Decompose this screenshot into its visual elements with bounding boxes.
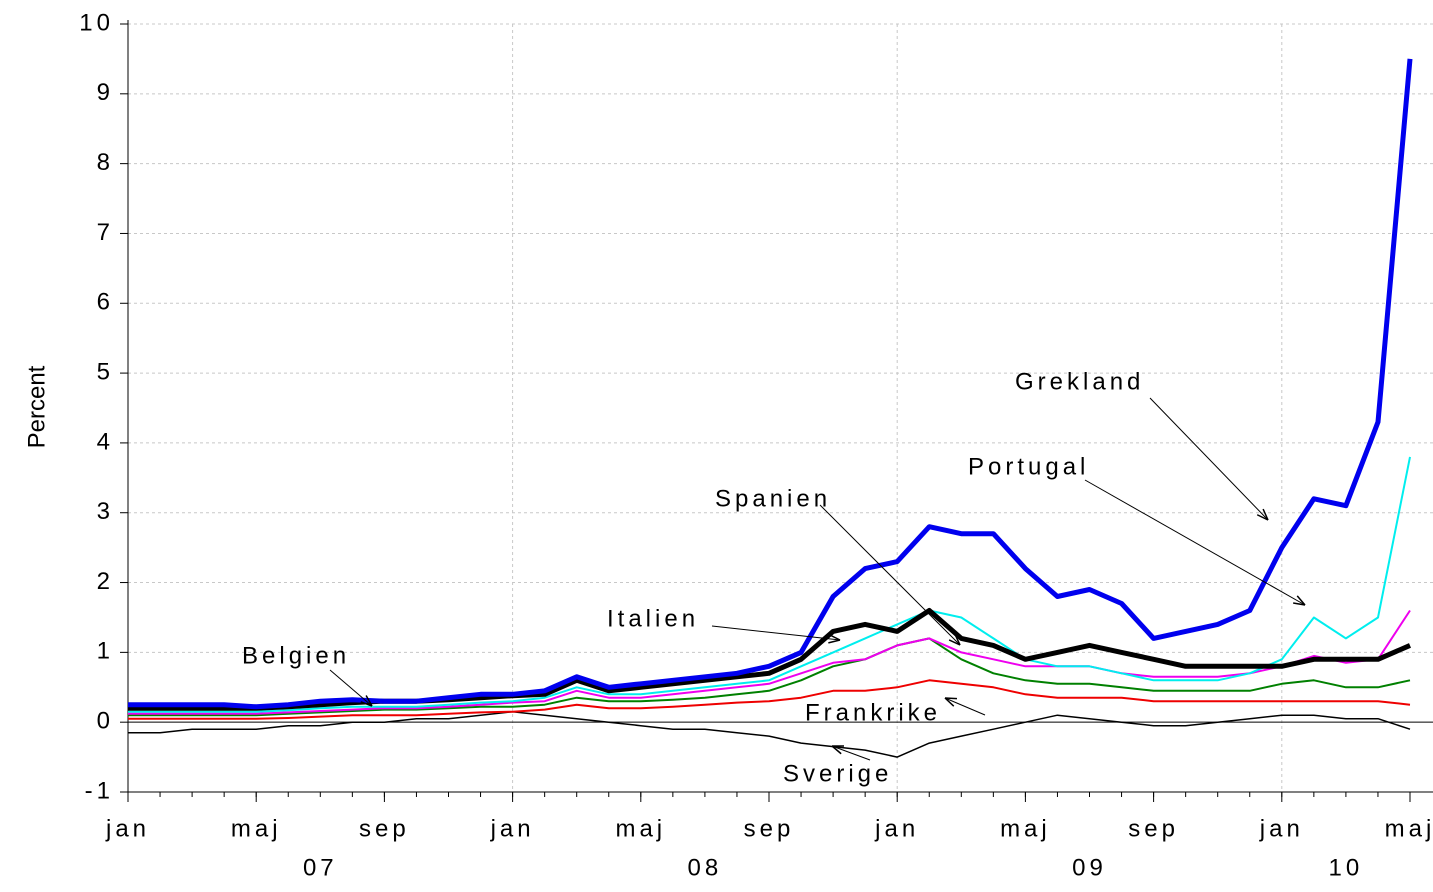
series-line [128, 456, 1411, 713]
x-tick-label: maj [1385, 815, 1433, 842]
annotation-arrowhead [360, 695, 373, 707]
y-tick-label: 10 [79, 9, 114, 36]
series-line [128, 609, 1411, 715]
x-tick-label: jan [105, 815, 150, 842]
series-line [128, 679, 1411, 720]
series-line [128, 710, 1411, 758]
annotation-arrowhead [1256, 508, 1269, 521]
series-label: Sverige [783, 760, 892, 787]
series-label: Spanien [715, 485, 831, 512]
year-label: 08 [688, 854, 723, 881]
series-line [128, 637, 1411, 717]
x-tick-label: maj [231, 815, 282, 842]
x-tick-label: jan [490, 815, 535, 842]
series-label: Belgien [242, 642, 350, 669]
y-tick-label: 7 [97, 219, 114, 246]
annotation-arrow [329, 669, 373, 707]
annotation-arrow [831, 745, 871, 761]
y-axis-label: Percent [23, 365, 50, 448]
annotation-arrowhead [831, 745, 845, 755]
x-tick-label: jan [1259, 815, 1304, 842]
series-label: Portugal [968, 453, 1089, 480]
annotation-arrow [1149, 397, 1269, 521]
x-tick-label: sep [1128, 815, 1179, 842]
y-tick-label: 1 [97, 638, 114, 665]
series-line [128, 608, 1411, 711]
x-tick-label: maj [615, 815, 666, 842]
y-tick-label: 5 [97, 358, 114, 385]
annotation-arrowhead [948, 633, 961, 646]
x-tick-label: jan [874, 815, 919, 842]
annotation-arrowhead [1293, 595, 1306, 606]
y-tick-label: 6 [97, 289, 114, 316]
y-tick-label: 3 [97, 498, 114, 525]
series-line [128, 58, 1413, 710]
x-tick-label: maj [1000, 815, 1051, 842]
annotation-arrow [711, 625, 841, 641]
series-label: Frankrike [805, 699, 941, 726]
y-tick-label: 0 [97, 708, 114, 735]
year-label: 07 [303, 854, 338, 881]
x-tick-label: sep [744, 815, 795, 842]
y-tick-label: 8 [97, 149, 114, 176]
y-tick-label: 4 [97, 428, 114, 455]
year-label: 10 [1329, 854, 1364, 881]
x-tick-label: sep [359, 815, 410, 842]
y-tick-label: 9 [97, 79, 114, 106]
annotation-arrowhead [828, 634, 841, 644]
annotation-arrowhead [944, 697, 958, 707]
y-tick-label: -1 [85, 777, 114, 804]
annotation-arrow [819, 504, 961, 646]
annotation-arrow [1084, 479, 1306, 606]
series-label: Italien [607, 605, 699, 632]
annotation-arrow [944, 697, 986, 716]
y-tick-label: 2 [97, 568, 114, 595]
year-label: 09 [1072, 854, 1107, 881]
series-label: Grekland [1015, 368, 1144, 395]
